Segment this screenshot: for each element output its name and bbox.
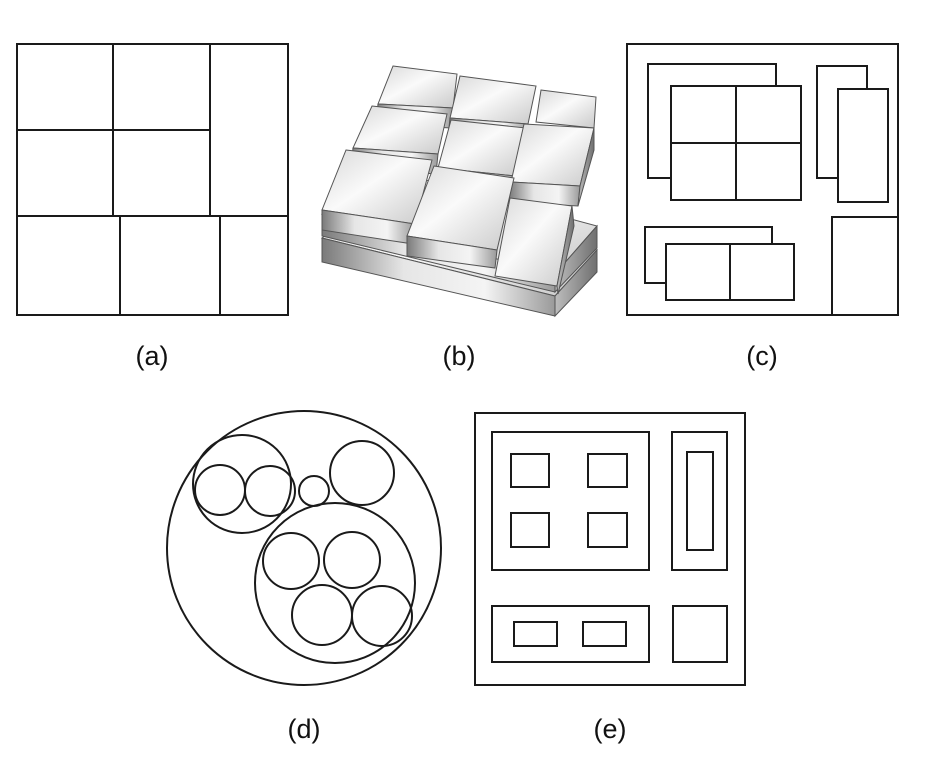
block-top	[536, 90, 596, 128]
block-top	[378, 66, 457, 108]
leaf-box	[588, 513, 627, 547]
leaf-circle	[330, 441, 394, 505]
outer-frame	[475, 413, 745, 685]
corner-box	[832, 217, 898, 315]
leaf-circle	[263, 533, 319, 589]
leaf-circle	[195, 465, 245, 515]
block-top	[353, 106, 447, 154]
group-box	[492, 606, 649, 662]
block-side	[557, 206, 574, 294]
leaf-circle	[245, 466, 295, 516]
block-top	[450, 76, 536, 124]
group-circle	[255, 503, 415, 663]
leaf-box	[588, 454, 627, 487]
panel-d-circle-packing	[167, 411, 441, 685]
leaf-box	[673, 606, 727, 662]
block-front	[511, 124, 594, 186]
leaf-circle	[292, 585, 352, 645]
panel-a-treemap	[17, 44, 288, 315]
group-box	[492, 432, 649, 570]
leaf-circle	[299, 476, 329, 506]
caption-b: (b)	[442, 341, 476, 371]
outer-circle	[167, 411, 441, 685]
block-side	[578, 128, 594, 206]
block-top	[438, 120, 526, 176]
caption-c: (c)	[746, 341, 778, 371]
panel-e-nested-boxes	[475, 413, 745, 685]
caption-a: (a)	[135, 341, 169, 371]
leaf-box	[687, 452, 713, 550]
group-box	[672, 432, 727, 570]
panel-c-nested-boxes	[627, 44, 898, 315]
front-box	[838, 89, 888, 202]
caption-e: (e)	[593, 714, 627, 744]
leaf-circle	[352, 586, 412, 646]
outer-frame	[627, 44, 898, 315]
leaf-box	[511, 513, 549, 547]
group-circle	[193, 435, 291, 533]
base-slab-side	[555, 250, 597, 316]
leaf-box	[511, 454, 549, 487]
leaf-box	[514, 622, 557, 646]
panel-b-3d-blocks	[322, 66, 597, 316]
leaf-box	[583, 622, 626, 646]
block-front	[407, 236, 497, 268]
caption-d: (d)	[287, 714, 321, 744]
treemap-outer-rect	[17, 44, 288, 315]
leaf-circle	[324, 532, 380, 588]
